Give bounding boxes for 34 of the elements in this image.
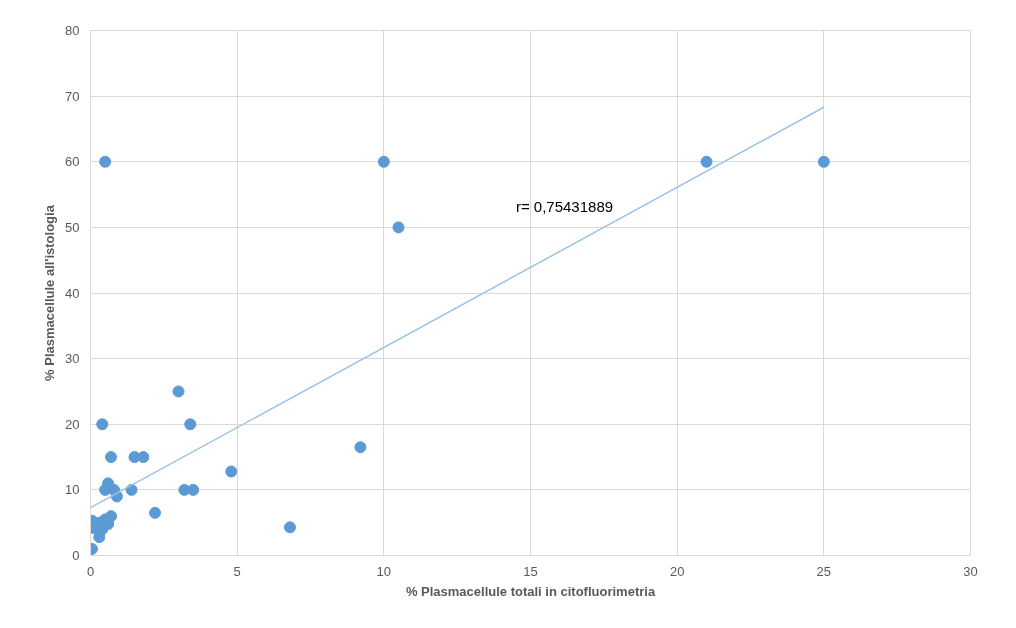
x-tick-label: 5 — [233, 563, 241, 579]
point — [817, 155, 830, 168]
point — [93, 531, 106, 544]
point — [700, 155, 713, 168]
x-tick-label: 15 — [523, 563, 538, 579]
y-tick-label: 40 — [65, 285, 80, 301]
x-tick-label: 10 — [376, 563, 392, 579]
point — [283, 521, 296, 534]
point — [149, 506, 162, 519]
x-tick-label: 0 — [86, 563, 95, 579]
y-tick-label: 70 — [65, 88, 80, 104]
point — [99, 155, 112, 168]
y-tick-label: 0 — [72, 548, 80, 563]
annotation: r= 0,75431889 — [515, 198, 614, 215]
point — [105, 451, 118, 464]
point — [225, 465, 238, 478]
y-axis-title: % Plasmacellule all'istologia — [42, 204, 58, 381]
x-tick-label: 30 — [963, 563, 978, 579]
point — [184, 418, 197, 431]
x-tick-label: 25 — [816, 563, 832, 579]
point — [187, 483, 200, 496]
y-tick-label: 60 — [65, 154, 80, 170]
y-tick-label: 50 — [65, 219, 80, 235]
point — [96, 418, 109, 431]
y-tick-label: 20 — [65, 416, 80, 432]
point — [172, 385, 185, 398]
x-tick-label: 20 — [669, 563, 685, 579]
y-tick-label: 10 — [65, 482, 80, 498]
point — [377, 155, 390, 168]
y-tick-label: 30 — [65, 351, 80, 367]
y-tick-label: 80 — [65, 23, 80, 38]
point — [354, 441, 367, 454]
point — [392, 221, 405, 234]
x-axis-title: % Plasmacellule totali in citofluorimetria — [405, 583, 656, 599]
